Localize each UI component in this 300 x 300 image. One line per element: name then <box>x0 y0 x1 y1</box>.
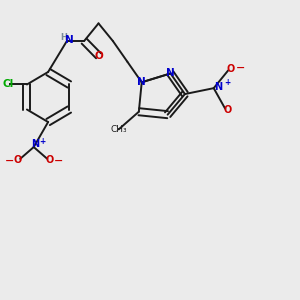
Text: N: N <box>166 68 175 78</box>
Text: N: N <box>214 82 222 92</box>
Text: O: O <box>45 155 54 165</box>
Text: CH₃: CH₃ <box>110 125 127 134</box>
Text: H: H <box>60 33 67 42</box>
Text: O: O <box>14 155 22 165</box>
Text: −: − <box>54 156 64 166</box>
Text: N: N <box>31 139 39 149</box>
Text: N: N <box>65 35 74 46</box>
Text: O: O <box>94 51 103 61</box>
Text: O: O <box>224 105 232 115</box>
Text: +: + <box>39 137 46 146</box>
Text: −: − <box>236 63 245 73</box>
Text: −: − <box>4 156 14 166</box>
Text: N: N <box>137 77 146 87</box>
Text: +: + <box>224 78 230 87</box>
Text: O: O <box>226 64 235 74</box>
Text: Cl: Cl <box>3 80 14 89</box>
